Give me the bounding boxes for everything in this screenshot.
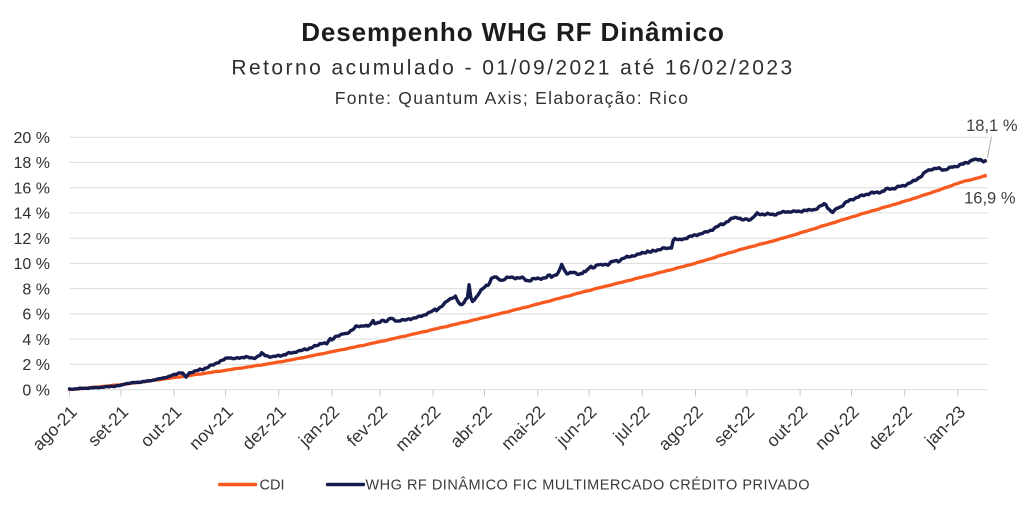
svg-text:16,9 %: 16,9 % — [964, 190, 1016, 208]
svg-text:14 %: 14 % — [14, 206, 50, 223]
svg-text:WHG RF DINÂMICO FIC MULTIMERCA: WHG RF DINÂMICO FIC MULTIMERCADO CRÉDITO… — [366, 477, 811, 494]
svg-text:Retorno acumulado - 01/09/2021: Retorno acumulado - 01/09/2021 até 16/02… — [231, 57, 794, 80]
svg-text:CDI: CDI — [260, 478, 285, 494]
svg-text:12 %: 12 % — [14, 231, 50, 248]
svg-text:8 %: 8 % — [22, 281, 50, 298]
svg-text:16 %: 16 % — [14, 180, 50, 197]
svg-text:Fonte: Quantum Axis; Elaboraçã: Fonte: Quantum Axis; Elaboração: Rico — [335, 88, 690, 108]
svg-text:2 %: 2 % — [22, 357, 50, 374]
svg-text:4 %: 4 % — [22, 332, 50, 349]
svg-text:Desempenho WHG RF Dinâmico: Desempenho WHG RF Dinâmico — [301, 17, 725, 47]
svg-text:18,1 %: 18,1 % — [966, 117, 1018, 135]
svg-text:20 %: 20 % — [14, 130, 50, 147]
svg-text:10 %: 10 % — [14, 256, 50, 273]
svg-text:18 %: 18 % — [14, 155, 50, 172]
svg-text:0 %: 0 % — [22, 382, 50, 399]
svg-text:6 %: 6 % — [22, 307, 50, 324]
